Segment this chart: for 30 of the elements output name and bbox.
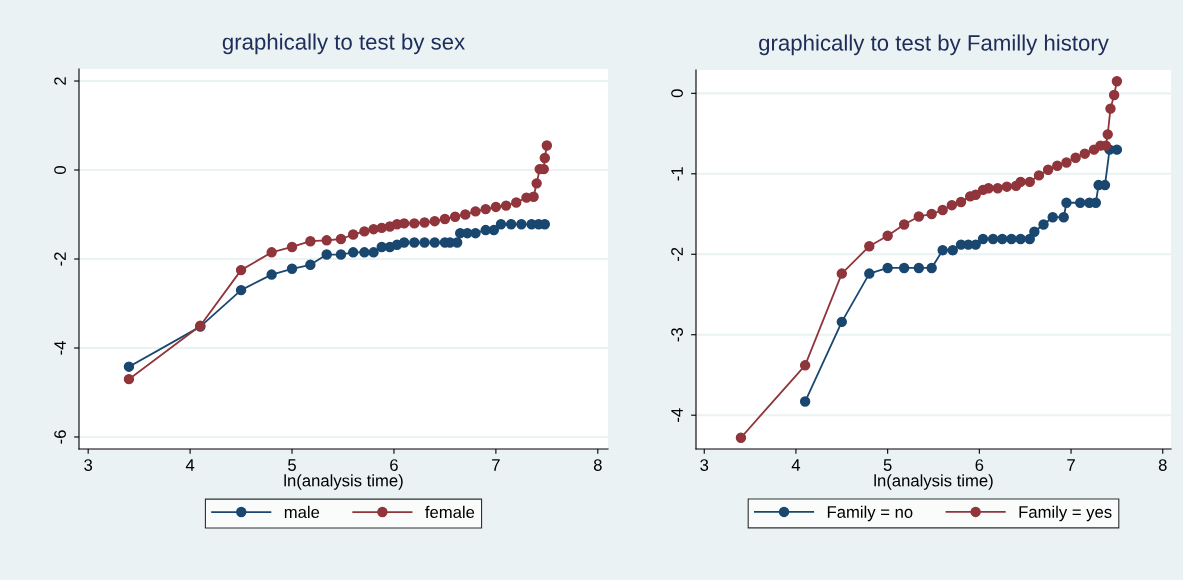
chart-title: graphically to test by Familly history (759, 34, 1109, 56)
x-tick-label: 3 (700, 459, 709, 471)
x-tick-label: 8 (593, 459, 602, 471)
x-tick-label: 7 (1067, 459, 1075, 471)
x-tick-label: 7 (492, 459, 500, 471)
x-tick-label: 5 (883, 459, 892, 471)
legend-label: Family = yes (1019, 505, 1112, 522)
legend-label: female (425, 505, 475, 519)
x-axis-title: ln(analysis time) (874, 474, 993, 490)
x-tick-label: 6 (390, 459, 398, 471)
y-tick-label: -4 (671, 408, 683, 422)
x-axis-title: ln(analysis time) (284, 474, 403, 490)
x-tick-label: 5 (288, 459, 296, 471)
y-tick-label: -4 (54, 341, 66, 355)
x-tick-label: 6 (975, 459, 984, 471)
chart-title: graphically to test by sex (222, 33, 465, 55)
legend-label: male (284, 505, 320, 519)
x-tick-label: 4 (185, 459, 195, 471)
x-tick-label: 3 (84, 459, 93, 471)
y-tick-label: -1 (671, 167, 683, 181)
x-tick-label: 4 (791, 459, 801, 471)
legend-label: Family = no (827, 505, 913, 522)
y-tick-label: -6 (54, 430, 66, 444)
y-tick-label: 2 (54, 77, 66, 85)
y-tick-label: 0 (54, 166, 66, 174)
y-tick-label: -3 (671, 328, 683, 342)
y-tick-label: -2 (54, 252, 66, 266)
x-tick-label: 8 (1158, 459, 1167, 471)
y-tick-label: 0 (671, 89, 683, 98)
y-tick-label: -2 (671, 247, 683, 261)
